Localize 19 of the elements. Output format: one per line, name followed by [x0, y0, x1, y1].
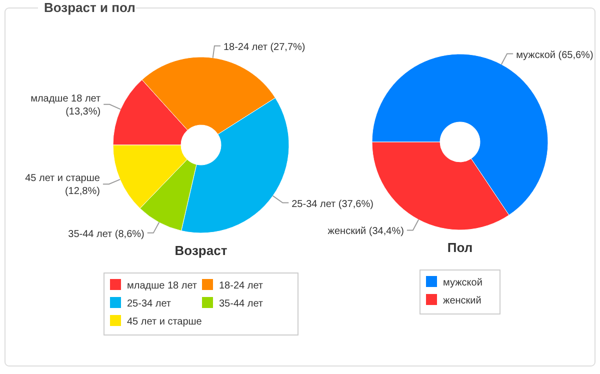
- data-label: (12,8%): [64, 186, 100, 198]
- legend-label: женский: [443, 296, 482, 306]
- category-label: женский (34,4%): [328, 226, 404, 238]
- text: Возраст: [174, 243, 228, 258]
- legend-label: мужской: [443, 278, 482, 288]
- text: Возраст и пол: [44, 0, 136, 15]
- slice-label: младше 18 лет: [30, 93, 102, 104]
- legend-label: младше 18 лет: [127, 280, 198, 292]
- category-label: 25-34 лет (37,6%): [292, 198, 374, 210]
- legend-label: 25-34 лет: [127, 298, 172, 310]
- category-label: 35-44 лет (8,6%): [68, 228, 144, 240]
- category-label: 18-24 лет (27,7%): [223, 42, 306, 53]
- slice-label: 45 лет и старше: [25, 173, 100, 184]
- category-label: мужской (65,6%): [516, 50, 594, 61]
- text: Пол: [447, 240, 473, 255]
- legend-label: 18-24 лет: [219, 280, 264, 292]
- legend-label: 45 лет и старше: [127, 316, 202, 328]
- legend-label: 35-44 лет: [219, 298, 264, 310]
- data-label: (13,3%): [66, 106, 101, 118]
